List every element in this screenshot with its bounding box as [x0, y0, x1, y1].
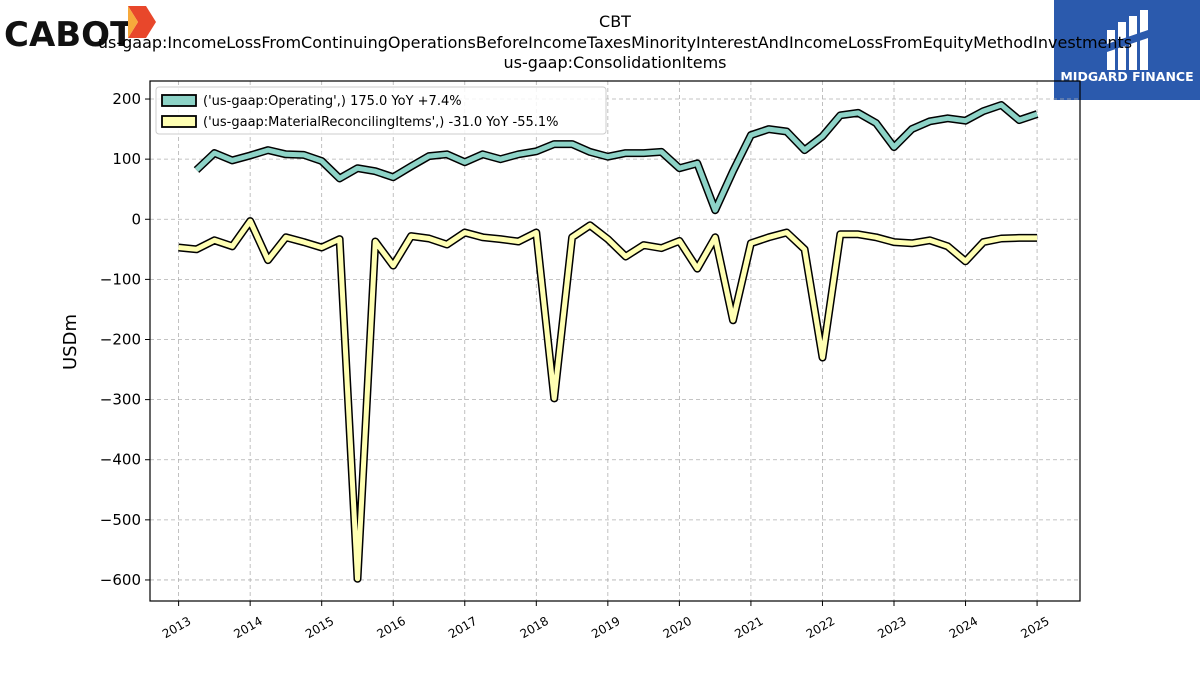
- y-tick-label: −200: [100, 330, 141, 348]
- series-line-operating: [193, 101, 1039, 215]
- series-line-reconciling-fill: [178, 218, 1038, 582]
- x-tick-label: 2022: [804, 614, 837, 641]
- y-tick-label: 200: [112, 90, 141, 108]
- legend: ('us-gaap:Operating',) 175.0 YoY +7.4% (…: [155, 86, 607, 135]
- x-tick-label: 2016: [375, 614, 408, 641]
- x-axis-ticks: 2013 2014 2015 2016 2017 2018 2019 2020 2021 2022…: [160, 601, 1052, 641]
- x-tick-label: 2018: [518, 614, 551, 641]
- cabot-logo-mark-icon: [128, 6, 156, 38]
- legend-label-operating: ('us-gaap:Operating',) 175.0 YoY +7.4%: [203, 94, 462, 109]
- x-tick-label: 2013: [160, 614, 193, 641]
- y-tick-label: 0: [131, 210, 141, 228]
- midgard-logo-mark-icon: [1107, 10, 1148, 70]
- plot-area-frame: [149, 80, 1081, 602]
- x-tick-label: 2020: [661, 614, 694, 641]
- y-axis-label: USDm: [60, 314, 81, 370]
- legend-label-reconciling: ('us-gaap:MaterialReconcilingItems',) -3…: [203, 115, 559, 130]
- y-axis-ticks: 200 100 0 −100 −200 −300 −400 −500 −600: [100, 90, 150, 589]
- x-tick-label: 2015: [303, 614, 336, 641]
- x-tick-label: 2021: [732, 614, 765, 641]
- x-tick-label: 2014: [231, 614, 264, 641]
- legend-box: [155, 86, 607, 135]
- legend-swatch-operating: [161, 94, 197, 107]
- cabot-logo: CABOT: [4, 6, 156, 55]
- series-line-reconciling: [178, 217, 1038, 583]
- x-tick-label: 2019: [589, 614, 622, 641]
- x-tick-label: 2023: [875, 614, 908, 641]
- x-tick-label: 2025: [1018, 614, 1051, 641]
- chart-subtitle-line-2: us-gaap:ConsolidationItems: [503, 53, 726, 72]
- series-line-operating-fill: [194, 102, 1038, 213]
- y-tick-label: −600: [100, 571, 141, 589]
- y-tick-label: −300: [100, 391, 141, 409]
- legend-swatch-reconciling: [161, 115, 197, 128]
- x-tick-label: 2024: [947, 614, 980, 641]
- midgard-logo: MIDGARD FINANCE: [1054, 0, 1200, 100]
- y-tick-label: −100: [100, 270, 141, 288]
- midgard-logo-text: MIDGARD FINANCE: [1060, 69, 1193, 84]
- cabot-logo-text: CABOT: [4, 15, 134, 55]
- y-tick-label: 100: [112, 150, 141, 168]
- y-tick-label: −400: [100, 451, 141, 469]
- chart-title: CBT: [599, 12, 631, 31]
- y-tick-label: −500: [100, 511, 141, 529]
- midgard-logo-background: [1054, 0, 1200, 100]
- x-tick-label: 2017: [446, 614, 479, 641]
- series-lines: [178, 101, 1039, 583]
- chart-subtitle-line-1: us-gaap:IncomeLossFromContinuingOperatio…: [98, 33, 1132, 52]
